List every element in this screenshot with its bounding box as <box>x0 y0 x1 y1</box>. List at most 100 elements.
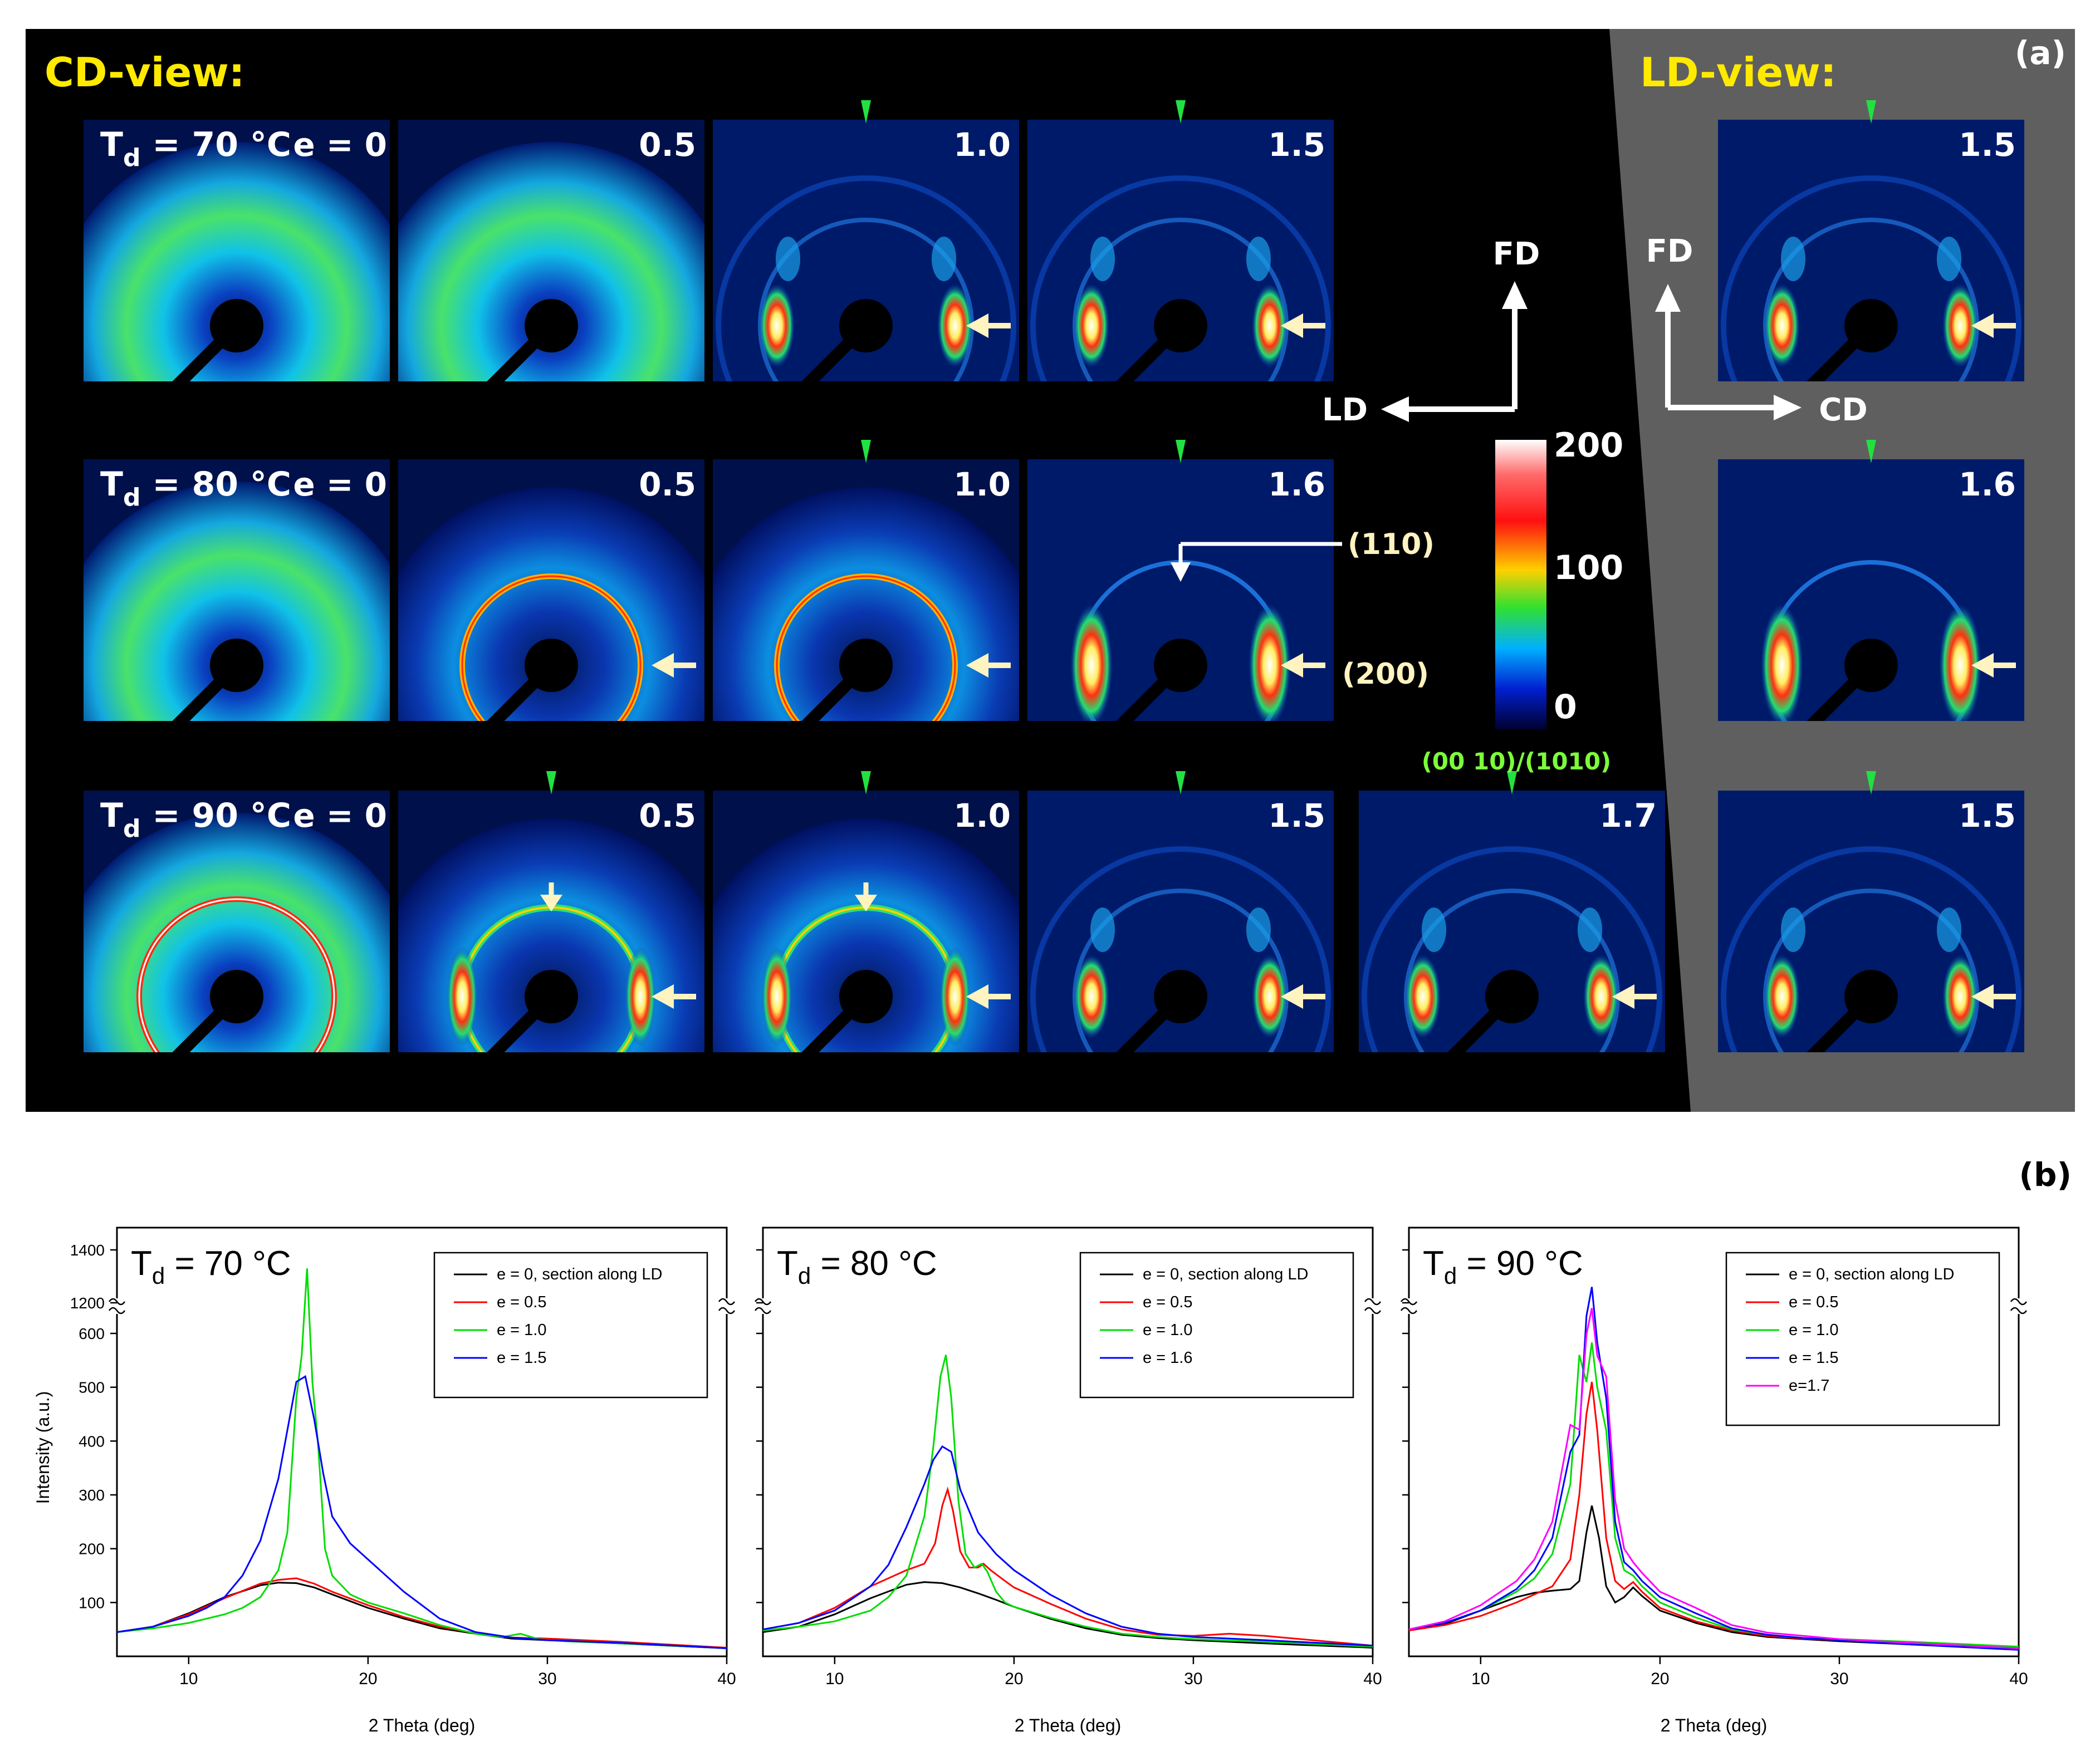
chart-2-legend-box <box>1079 1252 1354 1399</box>
strain-label-row2-e0: e = 0 <box>293 465 387 503</box>
strain-label-row1-cd3: 1.5 <box>1268 126 1325 164</box>
panel-b-label: (b) <box>2019 1156 2072 1194</box>
green-arrow-row3-ld <box>1866 771 1876 794</box>
chart-3: 10 20 30 40 2 Theta (deg) Td = 90 °C e = 0, se… <box>1400 1227 2028 1735</box>
chart-3-legend-label-5: e=1.7 <box>1789 1377 1829 1395</box>
strain-label-row2-cd3: 1.6 <box>1268 465 1325 503</box>
chart-2-series <box>762 1355 1373 1649</box>
pattern-row2-cd3 <box>1027 459 1334 721</box>
reflection-200-label: (200) <box>1342 658 1429 691</box>
strain-label-row3-ld: 1.5 <box>1959 797 2016 835</box>
waxd-pattern-figure: CD-view: LD-view: (a) Td = 70 °C e = 0 0.5… <box>26 29 2075 1112</box>
colorbar-tick-max: 200 <box>1554 426 1623 465</box>
pattern-row3-cd2 <box>713 791 1019 1052</box>
chart-1: 10 20 30 40 2 Theta (deg) 100 200 300 400 500 600 1… <box>70 1227 736 1735</box>
chart-1-legend: e = 0, section along LD e = 0.5 e = 1.0 e =… <box>433 1252 708 1399</box>
cd-axis-ld-label: LD <box>1322 392 1368 428</box>
pattern-row1-cd2 <box>713 120 1019 381</box>
strain-label-row2-cd1: 0.5 <box>639 465 696 503</box>
reflection-110-label: (110) <box>1348 528 1435 561</box>
chart-3-legend-label-2: e = 0.5 <box>1789 1293 1839 1311</box>
pattern-row1-cd3 <box>1027 120 1334 381</box>
strain-label-row2-ld: 1.6 <box>1959 465 2016 503</box>
reflection-annotations: (110) (200) (00 10)/(1010) <box>1171 528 1611 775</box>
colorbar-tick-min: 0 <box>1554 688 1577 727</box>
strain-label-row3-cd4: 1.7 <box>1599 797 1657 835</box>
pattern-row1-e0 <box>84 120 390 381</box>
cd-view-title: CD-view: <box>45 49 245 96</box>
chart-2-xtick-label-1: 10 <box>825 1670 844 1688</box>
chart-3-xtick-label-2: 20 <box>1651 1670 1669 1688</box>
pattern-row3-cd3 <box>1027 791 1334 1052</box>
chart-1-ytick-label-8: 1400 <box>70 1242 105 1259</box>
chart-2: 10 20 30 40 2 Theta (deg) Td = 80 °C e = 0, se… <box>754 1227 1382 1735</box>
strain-label-row1-cd2: 1.0 <box>953 126 1011 164</box>
equator-arrow-row2-cd2 <box>966 653 1011 678</box>
chart-1-ytick-label-2: 200 <box>79 1541 105 1558</box>
chart-3-axis-break-mark-2 <box>2010 1298 2028 1314</box>
pattern-row3-cd1 <box>398 791 704 1052</box>
green-arrow-row3-cd3 <box>1176 771 1186 794</box>
strain-label-row1-e0: e = 0 <box>293 126 387 164</box>
green-arrow-row3-cd4 <box>1507 771 1517 794</box>
pattern-row3-e0 <box>84 791 390 1052</box>
equator-arrow-row2-cd3 <box>1281 653 1325 678</box>
strain-label-row3-e0: e = 0 <box>293 797 387 835</box>
strain-label-row1-cd1: 0.5 <box>639 126 696 164</box>
pattern-row2-e0 <box>84 459 390 721</box>
green-arrow-row2-cd3 <box>1176 440 1186 463</box>
chart-2-xlabel: 2 Theta (deg) <box>1015 1715 1122 1735</box>
equator-arrow-row3-cd2 <box>966 984 1011 1009</box>
chart-3-xtick-label-4: 40 <box>2009 1670 2028 1688</box>
chart-2-series-3-line <box>762 1355 1373 1648</box>
colorbar-gradient <box>1495 440 1546 729</box>
equator-arrow-row3-cd1 <box>652 984 696 1009</box>
pattern-row2-cd1 <box>398 459 704 721</box>
meridian-arrow-row3-cd1 <box>540 882 562 911</box>
chart-2-xtick-label-4: 40 <box>1363 1670 1382 1688</box>
td-label-row2: Td = 80 °C <box>100 465 291 512</box>
green-arrow-row1-cd2 <box>861 100 871 124</box>
line-charts: 10 20 30 40 2 Theta (deg) 100 200 300 400 500 600 1… <box>70 1227 2028 1735</box>
equator-arrow-row3-cd4 <box>1612 984 1657 1009</box>
ld-view-title: LD-view: <box>1640 49 1837 96</box>
chart-1-title: Td = 70 °C <box>131 1244 291 1289</box>
chart-1-legend-box <box>433 1252 708 1399</box>
strain-label-row2-cd2: 1.0 <box>953 465 1011 503</box>
chart-3-series-2-line <box>1408 1381 2019 1649</box>
green-arrow-row2-cd2 <box>861 440 871 463</box>
chart-3-series-5-line <box>1408 1308 2019 1649</box>
chart-3-series <box>1408 1287 2019 1651</box>
chart-2-title: Td = 80 °C <box>777 1244 937 1289</box>
chart-2-axis-break-mark-1 <box>754 1298 772 1314</box>
meridian-arrow-row3-cd2 <box>855 882 877 911</box>
equator-arrow-row1-cd3 <box>1281 313 1325 338</box>
pattern-row2-cd2 <box>713 459 1019 721</box>
chart-2-legend-label-2: e = 0.5 <box>1143 1293 1193 1311</box>
green-arrow-row3-cd2 <box>861 771 871 794</box>
cd-axis-fd-label: FD <box>1493 236 1540 272</box>
chart-1-ytick-label-6: 600 <box>79 1325 105 1342</box>
chart-2-legend-label-4: e = 1.6 <box>1143 1349 1193 1367</box>
equator-arrow-row1-cd2 <box>966 313 1011 338</box>
chart-3-legend: e = 0, section along LD e = 0.5 e = 1.0 e =… <box>1725 1252 2000 1426</box>
chart-1-series <box>116 1268 727 1649</box>
chart-1-ytick-label-3: 300 <box>79 1487 105 1504</box>
chart-1-ytick-label-5: 500 <box>79 1379 105 1396</box>
chart-2-xtick-label-2: 20 <box>1005 1670 1023 1688</box>
chart-2-series-4-line <box>762 1445 1373 1647</box>
chart-1-legend-label-2: e = 0.5 <box>497 1293 547 1311</box>
td-label-row1: Td = 70 °C <box>100 125 291 172</box>
cd-axes-indicator: FD LD <box>1322 236 1540 428</box>
chart-1-ytick-label-4: 400 <box>79 1433 105 1450</box>
chart-1-xlabel: 2 Theta (deg) <box>369 1715 476 1735</box>
chart-1-axis-break-mark-2 <box>718 1298 736 1314</box>
chart-3-xlabel: 2 Theta (deg) <box>1661 1715 1768 1735</box>
chart-2-legend-label-1: e = 0, section along LD <box>1143 1265 1308 1283</box>
green-arrow-row2-ld <box>1866 440 1876 463</box>
chart-2-legend-label-3: e = 1.0 <box>1143 1321 1193 1339</box>
chart-1-xtick-label-3: 30 <box>538 1670 556 1688</box>
chart-1-series-3-line <box>116 1268 727 1649</box>
chart-1-legend-label-1: e = 0, section along LD <box>497 1265 662 1283</box>
green-arrow-row1-cd3 <box>1176 100 1186 124</box>
